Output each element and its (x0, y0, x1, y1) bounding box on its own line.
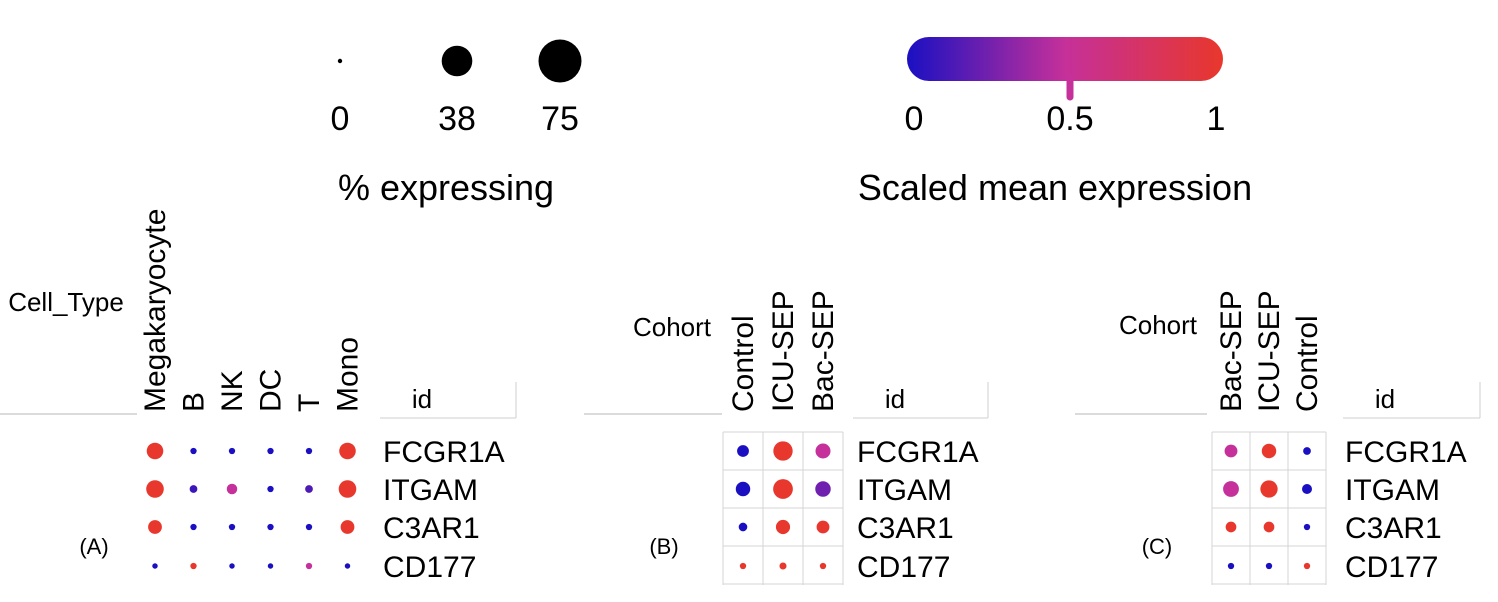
group-title: Cohort (1119, 310, 1198, 340)
gene-label: FCGR1A (1345, 436, 1467, 469)
gene-label: FCGR1A (383, 436, 505, 469)
dot (739, 562, 747, 570)
gene-label: ITGAM (383, 474, 478, 507)
dot (305, 447, 313, 455)
panel-b: Cohort Control ICU-SEP Bac-SEP id FCGR1A ITGAM… (584, 290, 989, 585)
dot (344, 563, 351, 569)
dot (819, 562, 827, 570)
dot (1265, 562, 1273, 570)
dot (1303, 447, 1311, 455)
gene-label: ITGAM (1345, 474, 1440, 507)
group-title: Cell_Type (8, 287, 124, 317)
column-label: Mono (332, 337, 365, 412)
column-label: B (178, 392, 211, 412)
row-header: id (885, 384, 905, 414)
dot (1223, 481, 1239, 497)
dot (152, 563, 158, 569)
dot (148, 520, 162, 534)
dot (189, 485, 198, 493)
gene-label: C3AR1 (383, 512, 480, 545)
dot (1260, 480, 1278, 498)
dot (305, 562, 313, 570)
color-legend-tick: 0 (905, 100, 924, 138)
size-legend-dot (337, 58, 343, 64)
dot (1225, 521, 1237, 533)
panel-a: Cell_Type Megakaryocyte B NK DC T Mono id FCGR1A… (0, 209, 517, 584)
dot (190, 562, 197, 570)
column-label: NK (216, 370, 249, 412)
gene-label: C3AR1 (857, 512, 954, 545)
size-legend-tick: 75 (541, 100, 579, 138)
dot (190, 447, 197, 455)
dot (779, 562, 787, 570)
dot (146, 480, 164, 498)
column-label: ICU-SEP (767, 290, 800, 412)
group-title: Cohort (633, 312, 712, 342)
dot (815, 443, 831, 459)
color-legend-tick: 1 (1207, 100, 1226, 138)
panel-label: (A) (79, 534, 108, 559)
gene-label: CD177 (857, 551, 950, 584)
row-header: id (412, 384, 432, 414)
column-label: Bac-SEP (807, 290, 840, 412)
dot (773, 479, 793, 499)
dot (773, 441, 793, 461)
size-legend-dot (441, 45, 473, 77)
row-header: id (1375, 384, 1395, 414)
color-legend-tick: 0.5 (1046, 100, 1093, 138)
size-legend-title: % expressing (338, 167, 554, 208)
gene-label: CD177 (1345, 551, 1438, 584)
panel-label: (B) (649, 534, 678, 559)
dot (1227, 562, 1235, 570)
column-label: DC (255, 369, 288, 412)
color-legend-title: Scaled mean expression (858, 167, 1252, 208)
dot (775, 519, 791, 535)
dot (305, 523, 313, 531)
panel-c: Cohort Bac-SEP ICU-SEP Control id FCGR1A ITGAM… (1075, 290, 1481, 585)
dot (735, 481, 751, 497)
dot (305, 485, 313, 493)
dot (1261, 443, 1277, 459)
dot (816, 520, 830, 534)
dot (1302, 484, 1312, 494)
dot (228, 523, 236, 531)
gene-label: CD177 (383, 551, 476, 584)
dot (267, 523, 274, 531)
gene-label: FCGR1A (857, 436, 979, 469)
dot (267, 563, 274, 569)
color-legend-bar (907, 37, 1223, 81)
gene-label: C3AR1 (1345, 512, 1442, 545)
column-label: Megakaryocyte (139, 209, 172, 412)
dot (146, 442, 164, 460)
dot (190, 523, 197, 531)
dot (340, 520, 355, 534)
dot (737, 445, 749, 457)
gene-label: ITGAM (857, 474, 952, 507)
dot (338, 480, 357, 498)
column-label: ICU-SEP (1253, 290, 1286, 412)
dot (1303, 523, 1311, 531)
size-legend-dot (538, 39, 582, 83)
dot (1263, 521, 1275, 533)
dot (815, 481, 831, 497)
panel-label: (C) (1142, 534, 1173, 559)
column-label: Bac-SEP (1215, 290, 1248, 412)
dot (1303, 562, 1311, 570)
dot (267, 447, 274, 455)
dot (267, 485, 274, 493)
legend: 0 38 75 % expressing 0 0.5 1 Scaled mean expres… (331, 37, 1252, 208)
dot (229, 563, 235, 569)
dot (1224, 444, 1238, 458)
dot (228, 447, 236, 455)
size-legend-tick: 38 (438, 100, 476, 138)
dot (738, 522, 748, 532)
panels: Cell_Type Megakaryocyte B NK DC T Mono id FCGR1A… (0, 209, 1481, 585)
column-label: Control (727, 315, 760, 412)
dot (339, 442, 356, 460)
column-label: T (293, 394, 326, 412)
column-label: Control (1291, 315, 1324, 412)
size-legend-tick: 0 (331, 100, 350, 138)
dot (226, 483, 238, 495)
